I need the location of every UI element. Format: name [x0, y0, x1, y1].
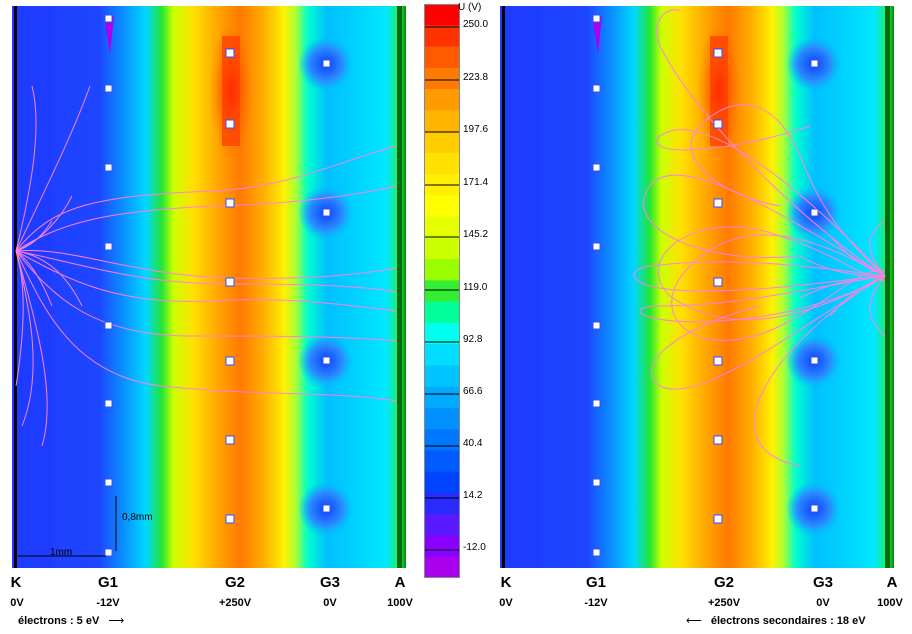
arrow-left-icon: ⟵ [686, 615, 702, 627]
right-grid-wires [592, 14, 819, 557]
tick-label: 92.8 [463, 334, 483, 345]
right-voltage-g2: +250V [707, 597, 741, 609]
right-voltage-g3: 0V [816, 597, 830, 609]
color-band [424, 492, 460, 515]
tick-label: 250.0 [463, 19, 489, 30]
right-electrode-g2: G2 [713, 574, 734, 591]
left-voltage-a: 100V [387, 597, 413, 609]
color-band [424, 195, 460, 218]
right-electrode-k: K [500, 574, 512, 591]
left-potential-map [12, 6, 406, 568]
left-electrode-g1: G1 [97, 574, 118, 591]
color-band [424, 237, 460, 260]
color-scale-bar [424, 4, 460, 579]
left-scale-bars [18, 496, 117, 557]
scale-border [424, 4, 460, 578]
color-band [424, 429, 460, 451]
right-potential-map [500, 6, 894, 568]
right-field-map [500, 6, 894, 568]
color-band [424, 46, 460, 69]
left-voltage-g1: -12V [96, 597, 120, 609]
left-voltage-g2: +250V [218, 597, 252, 609]
right-electrode-g1: G1 [585, 574, 606, 591]
color-band [424, 471, 460, 494]
left-electrode-g3: G3 [319, 574, 340, 591]
color-band [424, 322, 460, 345]
left-dim-vertical: 0,8mm [122, 512, 153, 523]
tick-label: 171.4 [463, 177, 489, 188]
color-band [424, 89, 460, 111]
tick-label: 40.4 [463, 438, 483, 449]
right-voltage-k: 0V [499, 597, 513, 609]
color-band [424, 407, 460, 430]
left-caption-text: électrons : 5 eV [18, 615, 100, 627]
left-voltage-k: 0V [10, 597, 24, 609]
color-band [424, 280, 460, 303]
color-band [424, 259, 460, 281]
color-band [424, 514, 460, 536]
left-caption: électrons : 5 eV ⟶ [18, 614, 124, 627]
right-caption-text: électrons secondaires : 18 eV [710, 615, 866, 627]
color-band [424, 556, 460, 579]
left-grid-wires [104, 14, 331, 557]
color-scale [424, 4, 460, 579]
arrow-right-icon: ⟶ [108, 615, 125, 627]
tick-label: 14.2 [463, 490, 483, 501]
color-scale-unit: U (V) [458, 2, 482, 13]
left-electrode-k: K [10, 574, 22, 591]
color-band [424, 110, 460, 133]
left-dim-horizontal: 1mm [50, 547, 73, 558]
left-electrode-a: A [394, 574, 406, 591]
color-band [424, 67, 460, 90]
right-electrode-a: A [886, 574, 898, 591]
tick-label: 197.6 [463, 124, 489, 135]
color-band [424, 365, 460, 388]
color-band [424, 344, 460, 366]
right-voltage-a: 100V [877, 597, 903, 609]
color-band [424, 216, 460, 239]
color-band [424, 25, 460, 48]
color-band [424, 152, 460, 175]
color-band [424, 301, 460, 324]
tick-label: 66.6 [463, 386, 483, 397]
color-band [424, 450, 460, 473]
color-band [424, 4, 460, 26]
color-band [424, 131, 460, 154]
right-electrode-g3: G3 [812, 574, 833, 591]
tick-label: 145.2 [463, 229, 489, 240]
color-band [424, 386, 460, 409]
right-voltage-g1: -12V [584, 597, 608, 609]
tick-label: 119.0 [463, 282, 488, 293]
tick-label: -12.0 [463, 542, 486, 553]
right-caption: ⟵ électrons secondaires : 18 eV [686, 614, 866, 627]
tick-label: 223.8 [463, 72, 489, 83]
color-band [424, 535, 460, 558]
left-voltage-g3: 0V [323, 597, 337, 609]
left-field-map [12, 6, 406, 568]
left-electrode-g2: G2 [224, 574, 245, 591]
